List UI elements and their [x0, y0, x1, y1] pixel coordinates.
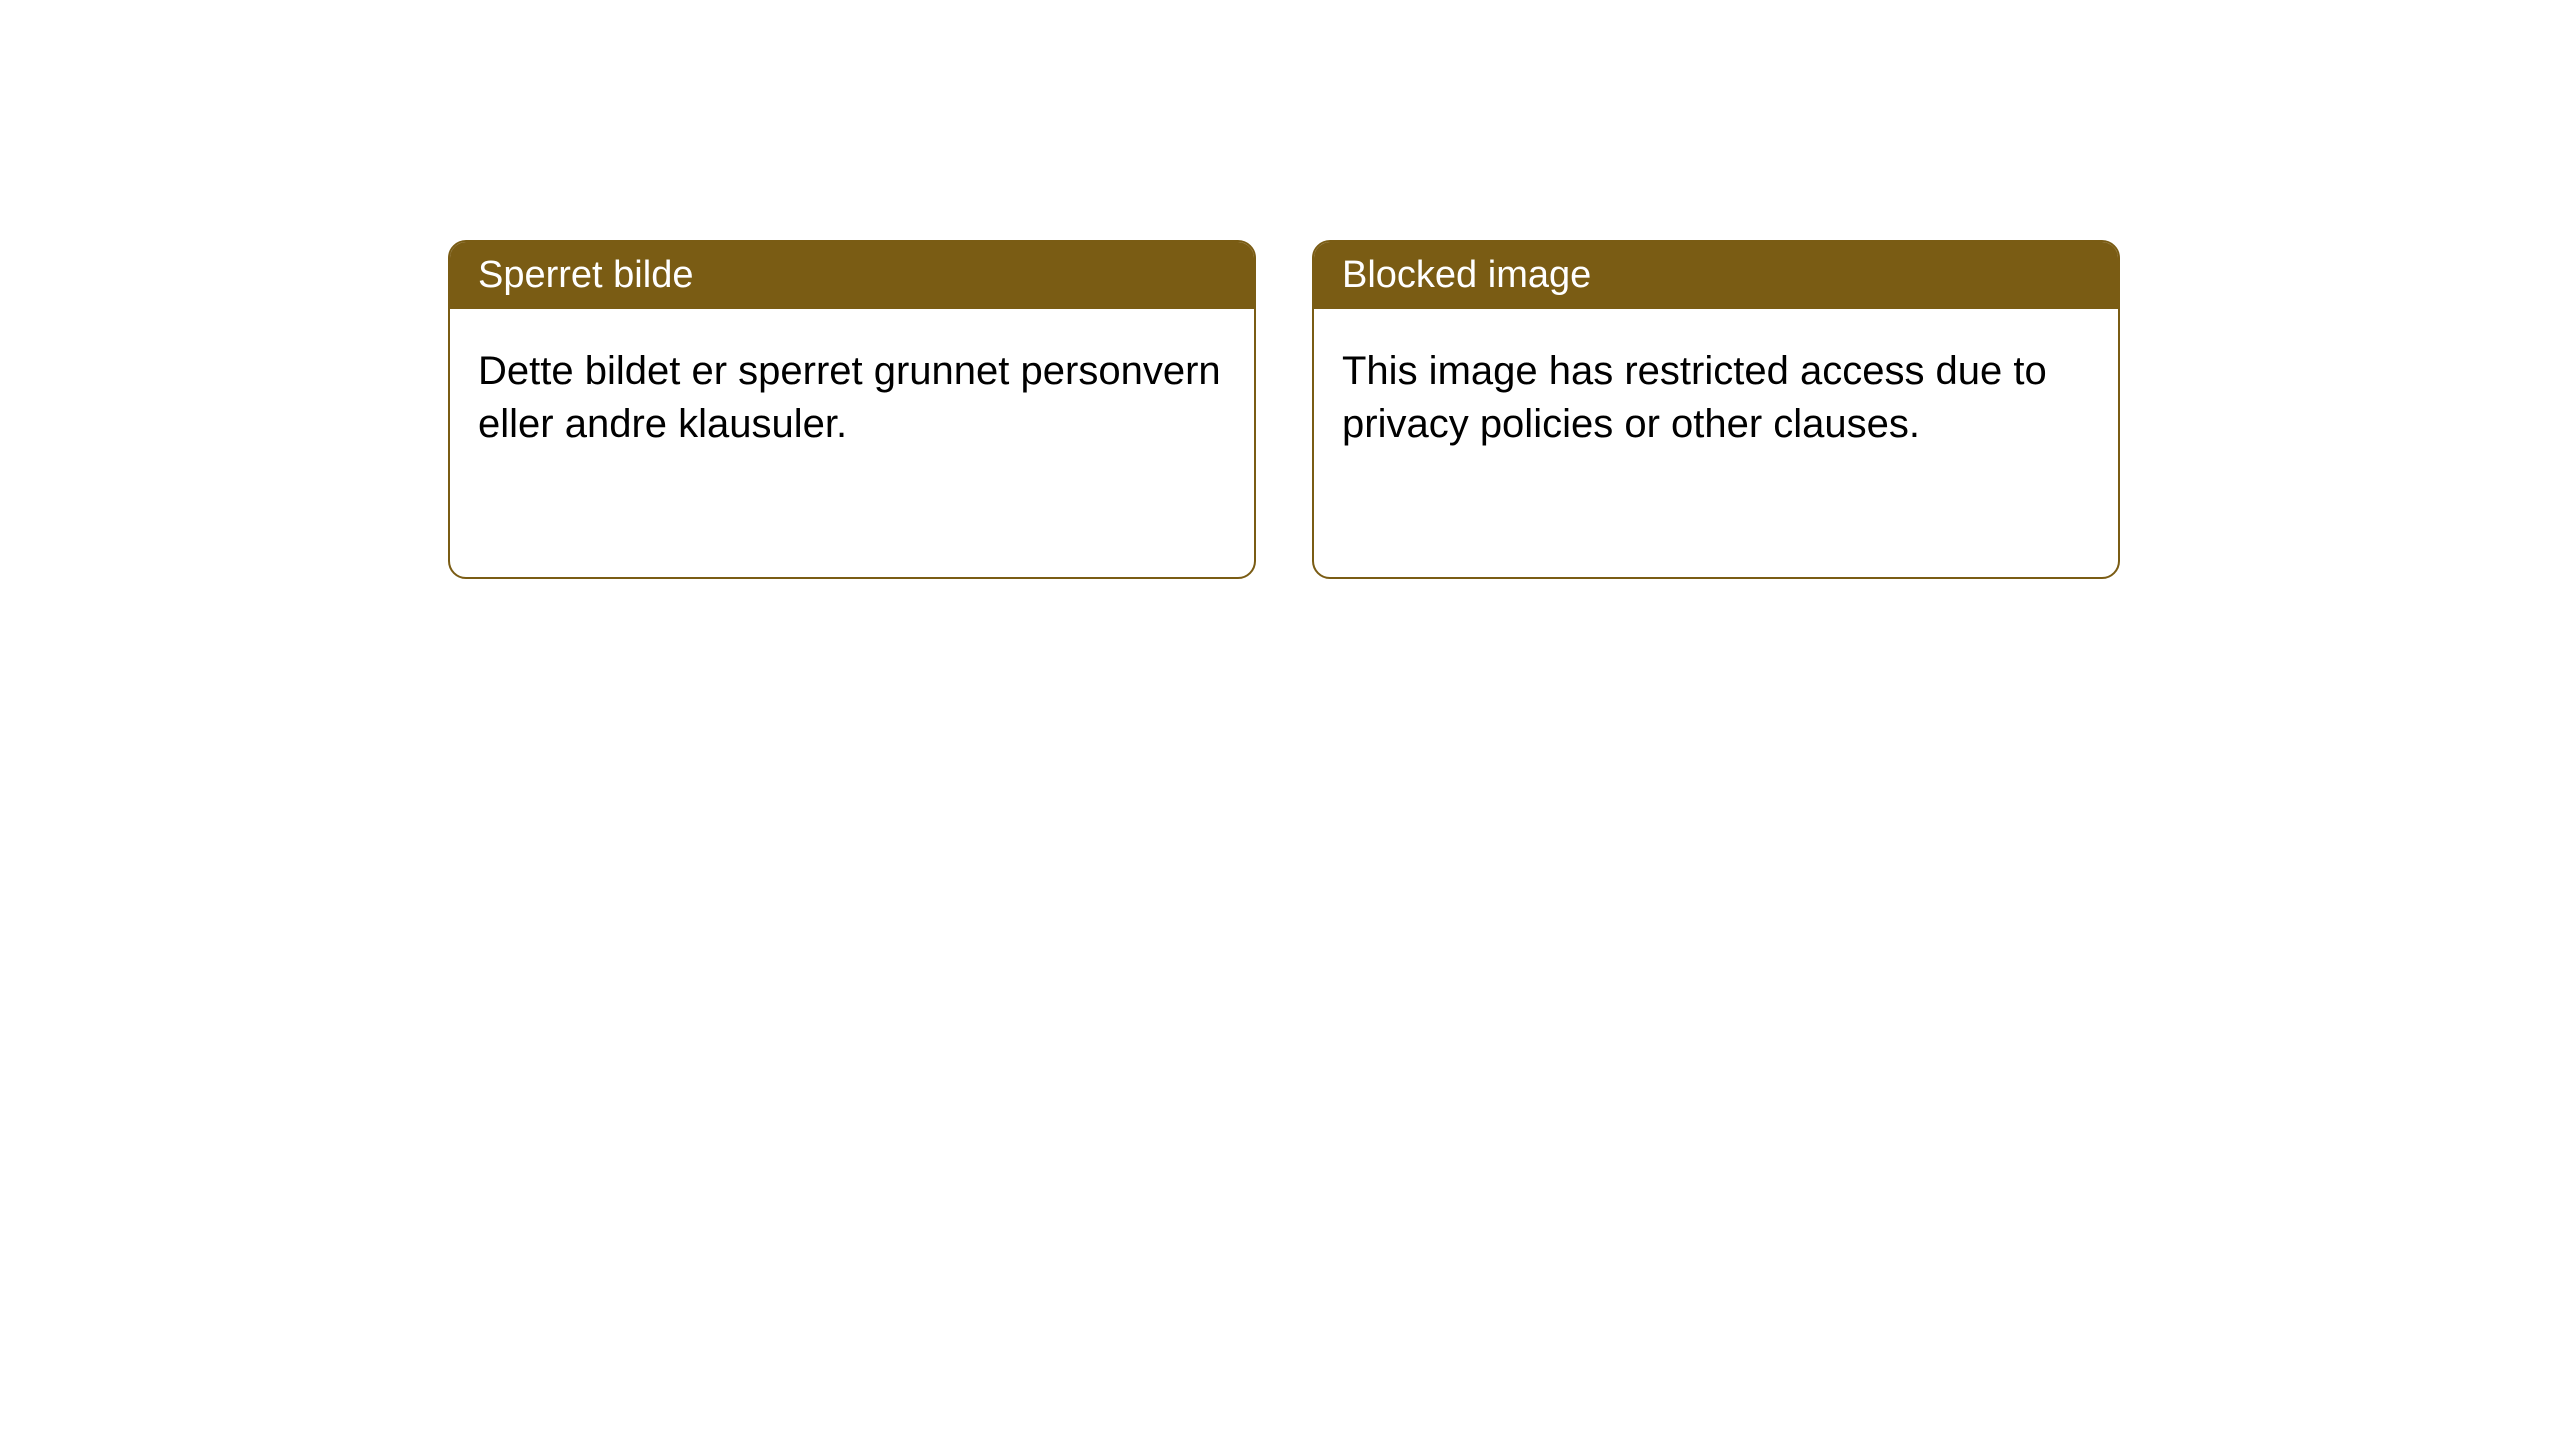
notice-container: Sperret bilde Dette bildet er sperret gr… [0, 0, 2560, 579]
notice-header-english: Blocked image [1314, 242, 2118, 309]
notice-card-english: Blocked image This image has restricted … [1312, 240, 2120, 579]
notice-card-norwegian: Sperret bilde Dette bildet er sperret gr… [448, 240, 1256, 579]
notice-body-norwegian: Dette bildet er sperret grunnet personve… [450, 309, 1254, 577]
notice-body-english: This image has restricted access due to … [1314, 309, 2118, 577]
notice-header-norwegian: Sperret bilde [450, 242, 1254, 309]
